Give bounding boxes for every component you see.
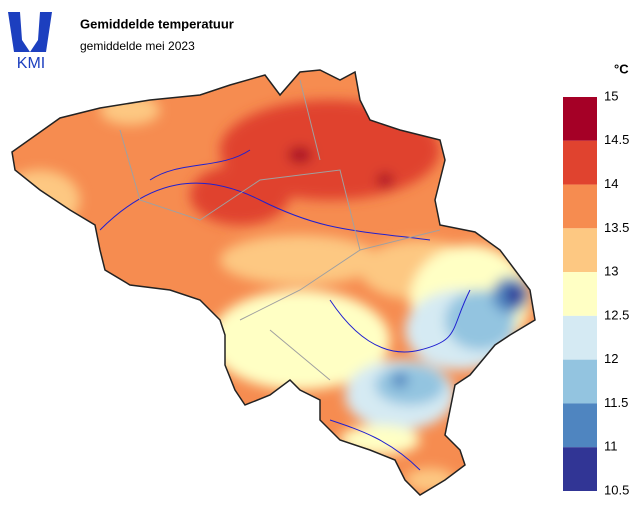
- legend-label: 12: [604, 351, 618, 366]
- legend-swatch: [563, 97, 597, 141]
- logo: KMI: [8, 12, 52, 72]
- legend-swatch: [563, 228, 597, 273]
- temperature-map: [12, 70, 535, 495]
- legend-label: 15: [604, 88, 618, 103]
- border: [11, 69, 536, 496]
- legend-label: 13.5: [604, 220, 629, 235]
- legend-label: 10.5: [604, 482, 629, 497]
- legend-label: 12.5: [604, 307, 629, 322]
- legend-swatch: [563, 140, 597, 185]
- legend-swatch: [563, 272, 597, 316]
- legend-label: 14: [604, 176, 618, 191]
- legend-label: 13: [604, 264, 618, 279]
- subtitle: gemiddelde mei 2023: [80, 39, 195, 53]
- legend-swatch: [563, 359, 597, 404]
- legend-label: 14.5: [604, 132, 629, 147]
- legend-unit: °C: [614, 61, 629, 76]
- legend-label: 11.5: [604, 395, 628, 410]
- legend-swatch: [563, 184, 597, 229]
- legend: 15 14.5 14 13.5 13 12.5 12 11.5 11 10.5: [563, 88, 629, 497]
- legend-label: 11: [604, 439, 618, 454]
- legend-swatch: [563, 315, 597, 360]
- legend-swatch: [563, 447, 597, 491]
- logo-text: KMI: [17, 55, 45, 72]
- legend-swatch: [563, 403, 597, 448]
- title: Gemiddelde temperatuur: [80, 16, 234, 31]
